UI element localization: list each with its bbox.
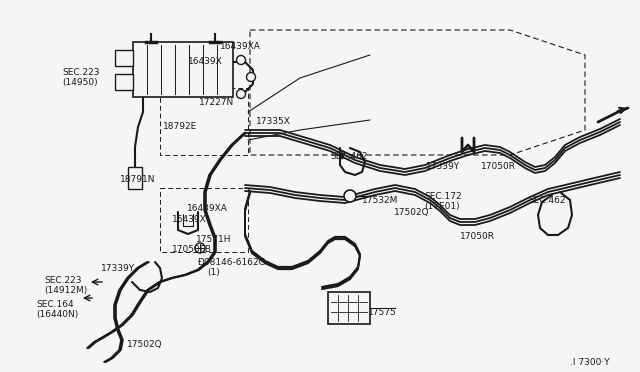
Bar [128, 167, 142, 189]
Bar [115, 50, 133, 66]
Text: (16440N): (16440N) [36, 310, 78, 319]
Circle shape [246, 73, 255, 81]
Text: 17502Q: 17502Q [394, 208, 429, 217]
Text: 17532M: 17532M [362, 196, 398, 205]
Text: 16439XA: 16439XA [187, 204, 228, 213]
Text: 17227N: 17227N [199, 98, 234, 107]
Text: 17335X: 17335X [256, 117, 291, 126]
Circle shape [195, 243, 205, 253]
Text: SEC.223: SEC.223 [44, 276, 81, 285]
Text: (14912M): (14912M) [44, 286, 87, 295]
Text: SEC.164: SEC.164 [36, 300, 74, 309]
Text: 17575: 17575 [368, 308, 397, 317]
Text: 17339Y: 17339Y [426, 162, 460, 171]
Text: 16439XA: 16439XA [220, 42, 261, 51]
Text: SEC.223: SEC.223 [62, 68, 99, 77]
Circle shape [344, 190, 356, 202]
Text: 18791N: 18791N [120, 175, 156, 184]
Bar [328, 292, 370, 324]
Text: 17339Y: 17339Y [101, 264, 135, 273]
Text: SEC.172: SEC.172 [424, 192, 461, 201]
Text: 17571H: 17571H [196, 235, 232, 244]
Text: SEC.462: SEC.462 [330, 152, 367, 161]
Bar [115, 74, 133, 90]
Bar [133, 42, 233, 97]
Text: (1): (1) [207, 268, 220, 277]
Text: (17E01): (17E01) [424, 202, 460, 211]
Text: 17502Q: 17502Q [127, 340, 163, 349]
Circle shape [237, 55, 246, 64]
Text: 17050R: 17050R [481, 162, 516, 171]
Text: 16439X: 16439X [172, 215, 207, 224]
Circle shape [237, 90, 246, 99]
Text: 17050FB: 17050FB [172, 245, 212, 254]
Text: 18792E: 18792E [163, 122, 197, 131]
Text: (14950): (14950) [62, 78, 98, 87]
Text: 16439X: 16439X [188, 57, 223, 66]
Text: SEC.462: SEC.462 [528, 196, 566, 205]
Text: 17050R: 17050R [460, 232, 495, 241]
Text: .I 7300·Y: .I 7300·Y [570, 358, 610, 367]
Text: Ð08146-6162G: Ð08146-6162G [197, 258, 266, 267]
